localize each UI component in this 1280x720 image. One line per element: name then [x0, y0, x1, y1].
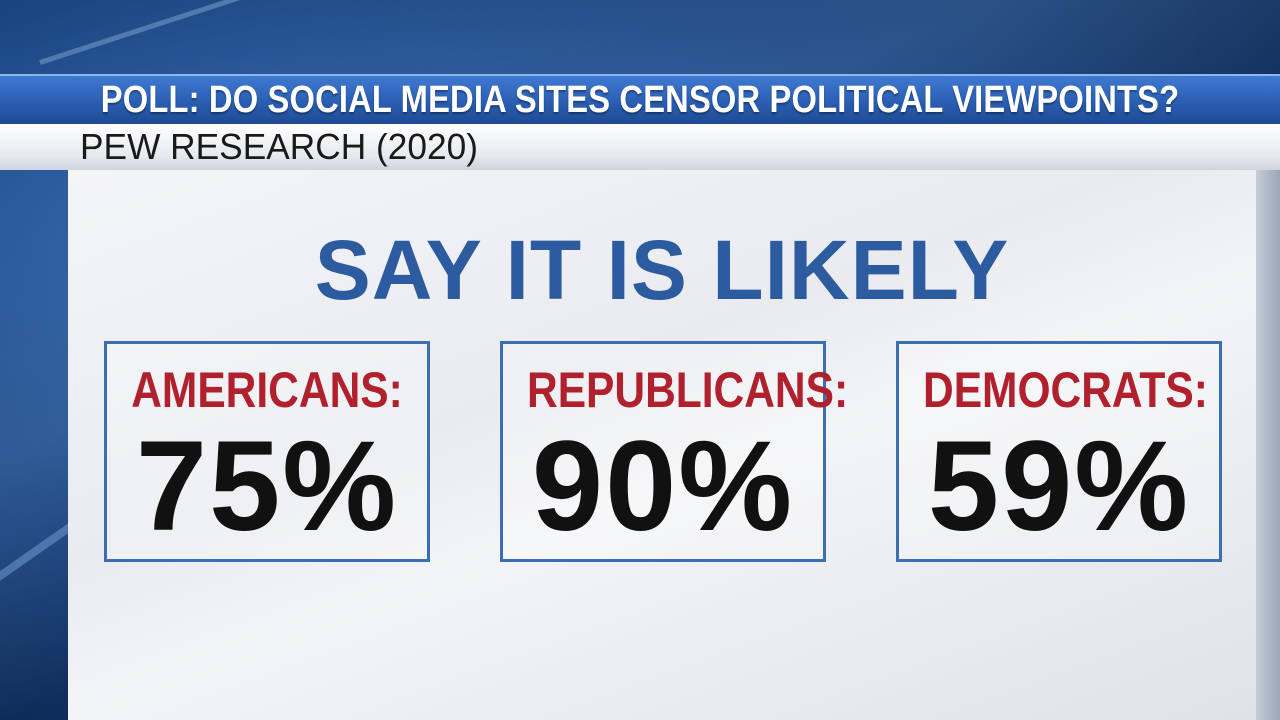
panel-edge: [1256, 170, 1280, 720]
stat-box-republicans: REPUBLICANS: 90%: [500, 341, 849, 562]
content-panel: [68, 170, 1256, 720]
source-banner: PEW RESEARCH (2020): [0, 124, 1280, 170]
stat-value-republicans: 90%: [531, 415, 795, 558]
headline: SAY IT IS LIKELY: [314, 223, 1010, 317]
title-banner: POLL: DO SOCIAL MEDIA SITES CENSOR POLIT…: [0, 74, 1280, 126]
stat-value-democrats: 59%: [927, 415, 1191, 558]
poll-title: POLL: DO SOCIAL MEDIA SITES CENSOR POLIT…: [100, 78, 1180, 121]
stat-box-democrats: DEMOCRATS: 59%: [896, 341, 1222, 562]
stat-label-democrats: DEMOCRATS:: [923, 362, 1208, 418]
stat-box-americans: AMERICANS: 75%: [104, 341, 430, 562]
stat-value-americans: 75%: [135, 415, 399, 558]
source-label: PEW RESEARCH (2020): [80, 126, 478, 167]
stat-label-americans: AMERICANS:: [131, 362, 403, 418]
stat-label-republicans: REPUBLICANS:: [527, 362, 849, 418]
